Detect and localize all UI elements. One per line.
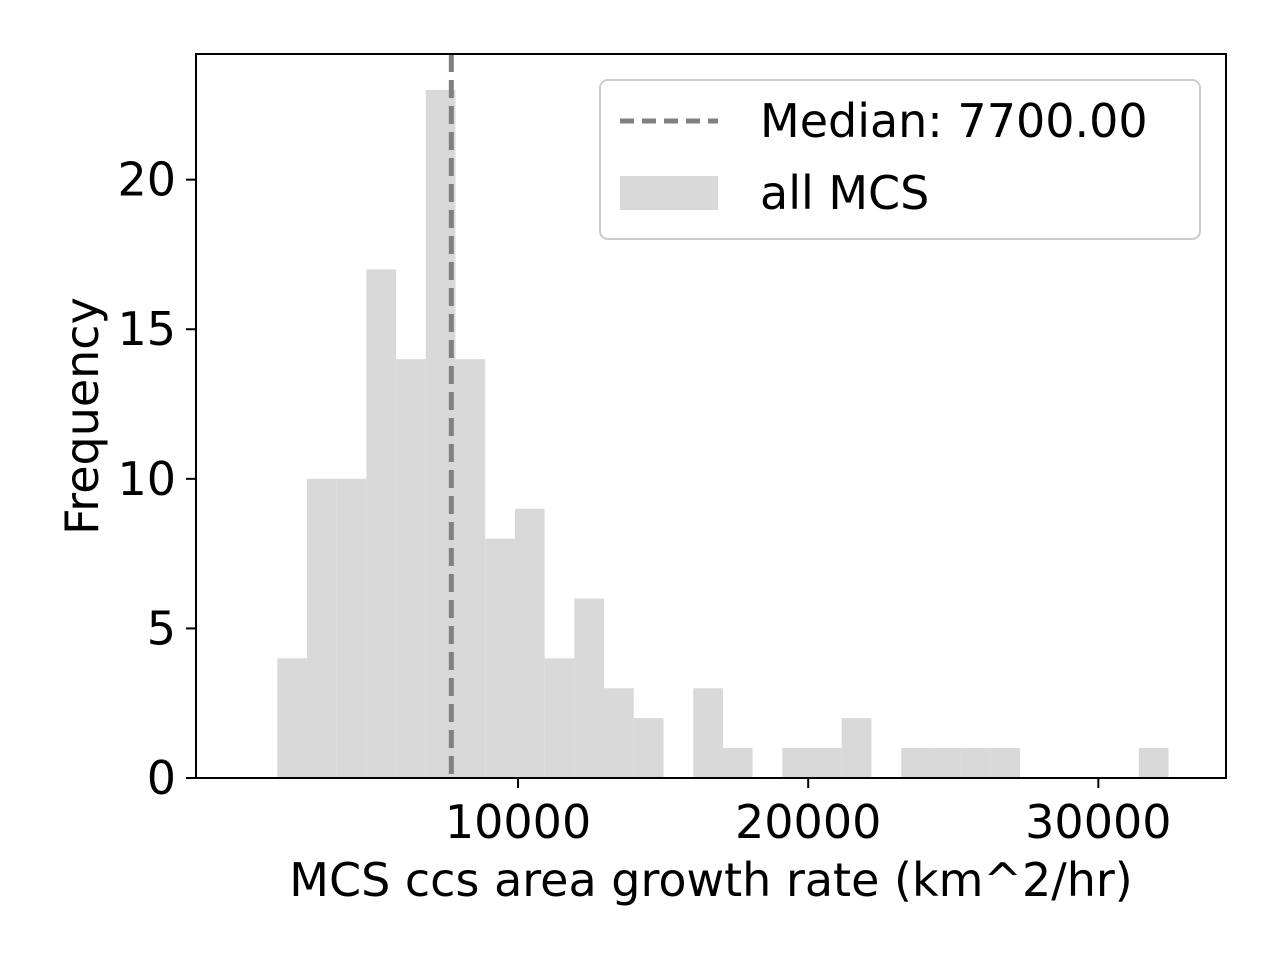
x-tick-label: 10000 (445, 795, 591, 849)
legend-all-mcs-label: all MCS (760, 166, 929, 220)
y-tick-label: 5 (147, 601, 176, 655)
y-tick-label: 20 (117, 153, 176, 207)
histogram-bar (574, 598, 605, 778)
histogram-bar (604, 688, 634, 778)
histogram-bar (277, 658, 307, 778)
x-tick-label: 20000 (735, 795, 881, 849)
legend: Median: 7700.00 all MCS (599, 79, 1201, 240)
histogram-bar (901, 748, 931, 778)
histogram-bar (633, 718, 664, 778)
histogram-bar (336, 478, 367, 778)
histogram-bar (930, 748, 961, 778)
histogram-bar (782, 748, 813, 778)
histogram-bar (544, 658, 575, 778)
histogram-bar (1138, 748, 1169, 778)
histogram-bar (960, 748, 991, 778)
histogram-bar (366, 269, 397, 778)
histogram-bar (841, 718, 872, 778)
histogram-bar (485, 538, 515, 778)
x-tick-label: 30000 (1025, 795, 1171, 849)
y-axis-ticks: 0 5 10 15 20 (117, 153, 196, 805)
y-axis-label: Frequency (55, 297, 109, 535)
axes-frame (195, 53, 1227, 779)
histogram-bar (693, 688, 723, 778)
histogram-bar (722, 748, 753, 778)
x-axis-ticks: 10000 20000 30000 (445, 778, 1172, 849)
histogram-bar (812, 748, 842, 778)
y-tick-label: 15 (117, 302, 176, 356)
histogram-bar (455, 359, 486, 778)
histogram-bar (514, 508, 545, 778)
legend-median-label: Median: 7700.00 (760, 94, 1148, 148)
y-tick-label: 10 (117, 452, 176, 506)
x-axis-label: MCS ccs area growth rate (km^2/hr) (289, 853, 1132, 907)
legend-box (599, 79, 1201, 240)
histogram-bar (396, 359, 426, 778)
histogram-bar (306, 478, 337, 778)
histogram-bar (990, 748, 1020, 778)
legend-all-mcs-swatch (620, 176, 718, 210)
y-tick-label: 0 (147, 751, 176, 805)
